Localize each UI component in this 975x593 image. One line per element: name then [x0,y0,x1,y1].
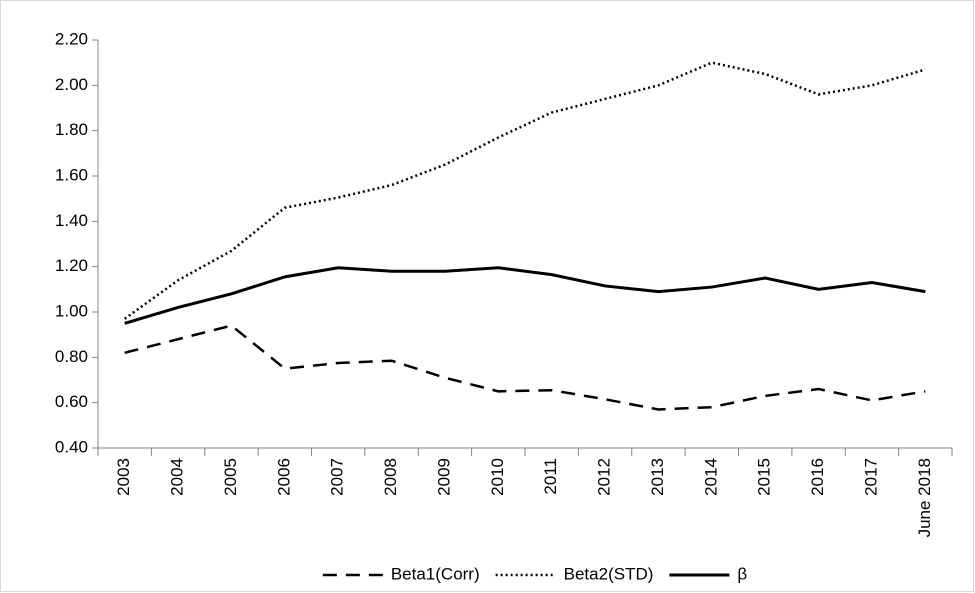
legend-label: β [737,564,747,583]
y-tick-label: 1.00 [55,301,88,320]
y-tick-label: 2.00 [55,75,88,94]
x-tick-label: 2013 [648,458,667,496]
x-tick-label: 2007 [328,458,347,496]
y-tick-label: 1.80 [55,120,88,139]
x-tick-label: June 2018 [915,458,934,537]
y-tick-label: 0.60 [55,392,88,411]
series-line [124,266,926,325]
y-tick-label: 1.20 [55,256,88,275]
y-tick-label: 1.40 [55,211,88,230]
x-tick-label: 2014 [701,458,720,496]
x-tick-label: 2010 [488,458,507,496]
legend-label: Beta1(Corr) [391,564,480,583]
x-tick-label: 2003 [114,458,133,496]
y-tick-label: 0.80 [55,347,88,366]
x-tick-label: 2016 [808,458,827,496]
x-tick-label: 2015 [755,458,774,496]
x-tick-label: 2004 [168,458,187,496]
y-tick-label: 1.60 [55,165,88,184]
x-tick-label: 2006 [274,458,293,496]
y-tick-label: 2.20 [55,29,88,48]
y-tick-label: 0.40 [55,437,88,456]
x-tick-label: 2005 [221,458,240,496]
x-tick-label: 2012 [595,458,614,496]
series-line [123,61,926,320]
x-tick-label: 2008 [381,458,400,496]
series-line [124,324,926,411]
x-tick-label: 2009 [434,458,453,496]
legend-label: Beta2(STD) [564,564,654,583]
x-tick-label: 2011 [541,458,560,495]
x-tick-label: 2017 [861,458,880,496]
